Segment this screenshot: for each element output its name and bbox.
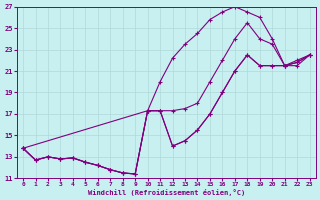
X-axis label: Windchill (Refroidissement éolien,°C): Windchill (Refroidissement éolien,°C) — [88, 189, 245, 196]
